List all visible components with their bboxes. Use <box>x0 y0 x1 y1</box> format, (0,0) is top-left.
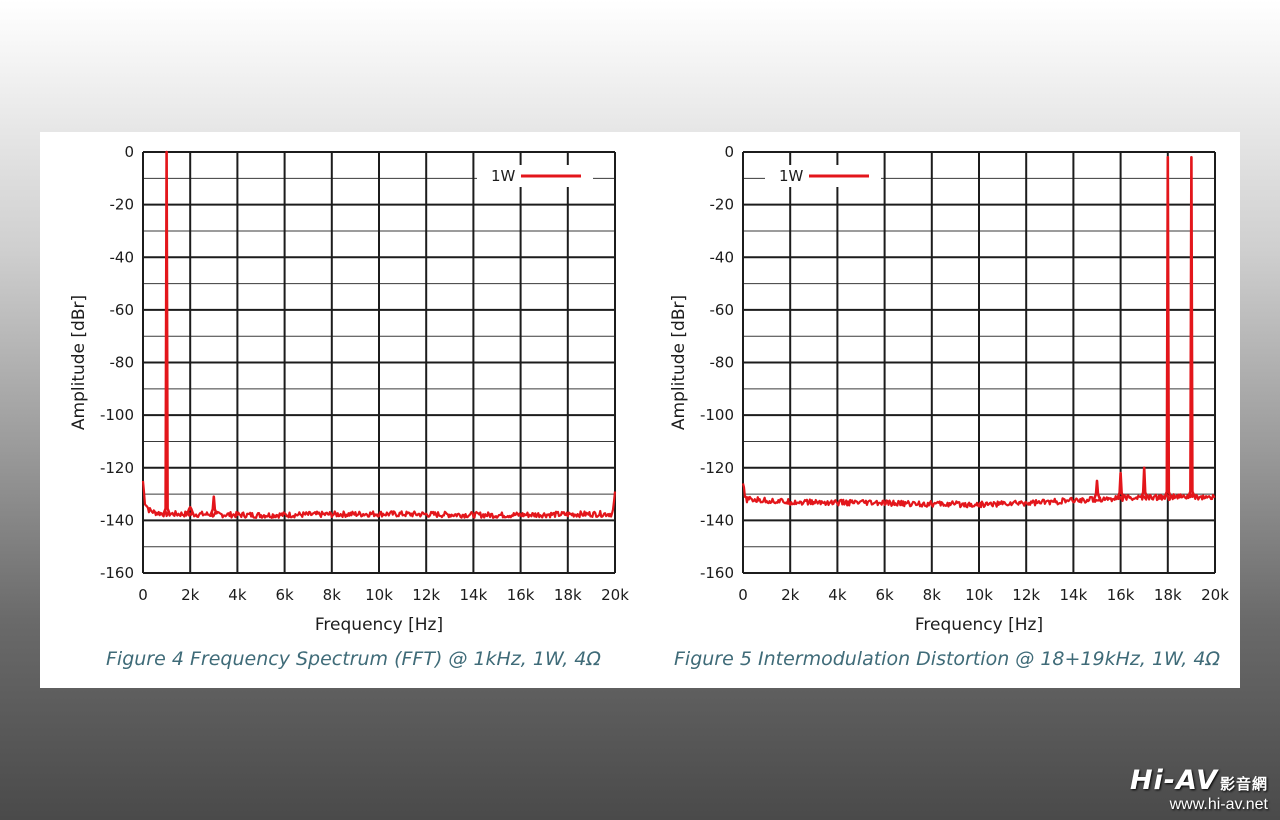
x-tick-label: 4k <box>228 586 247 604</box>
x-tick-label: 14k <box>460 586 488 604</box>
spectral-peak <box>1187 155 1196 498</box>
x-tick-label: 2k <box>181 586 200 604</box>
y-tick-label: 0 <box>724 143 734 161</box>
x-tick-label: 20k <box>1201 586 1229 604</box>
x-tick-label: 6k <box>875 586 894 604</box>
spectral-peak <box>1116 471 1125 499</box>
y-tick-label: -60 <box>110 301 135 319</box>
y-tick-label: -160 <box>700 564 734 582</box>
x-tick-label: 12k <box>1012 586 1040 604</box>
watermark-chinese-text: 影音網 <box>1219 775 1268 793</box>
spectral-peak <box>1163 155 1173 498</box>
y-tick-label: 0 <box>124 143 134 161</box>
x-tick-label: 0 <box>738 586 748 604</box>
y-tick-label: -100 <box>700 406 734 424</box>
spectral-peak <box>162 150 171 515</box>
y-tick-label: -40 <box>110 248 135 266</box>
y-tick-label: -140 <box>100 511 134 529</box>
x-tick-label: 6k <box>275 586 294 604</box>
x-tick-label: 20k <box>601 586 629 604</box>
x-tick-label: 16k <box>507 586 535 604</box>
y-tick-label: -80 <box>110 354 135 372</box>
x-axis-label: Frequency [Hz] <box>915 615 1043 635</box>
y-tick-label: -20 <box>110 196 135 214</box>
legend-label: 1W <box>491 167 516 185</box>
y-tick-label: -120 <box>700 459 734 477</box>
x-tick-label: 10k <box>965 586 993 604</box>
spectral-peak <box>1092 479 1102 500</box>
y-tick-label: -40 <box>710 248 735 266</box>
y-axis-label: Amplitude [dBr] <box>69 295 89 430</box>
y-tick-label: -140 <box>700 511 734 529</box>
figure-4-caption: Figure 4 Frequency Spectrum (FFT) @ 1kHz… <box>106 648 601 670</box>
noise-floor-line <box>141 480 617 519</box>
y-tick-label: -20 <box>710 196 735 214</box>
x-tick-label: 0 <box>138 586 148 604</box>
x-tick-label: 8k <box>923 586 942 604</box>
x-tick-label: 2k <box>781 586 800 604</box>
x-axis-label: Frequency [Hz] <box>315 615 443 635</box>
y-tick-label: -80 <box>710 354 735 372</box>
x-tick-label: 4k <box>828 586 847 604</box>
watermark-url: www.hi-av.net <box>1169 796 1268 813</box>
x-tick-label: 16k <box>1107 586 1135 604</box>
y-tick-label: -160 <box>100 564 134 582</box>
noise-floor-line <box>741 483 1216 509</box>
figure-5-caption: Figure 5 Intermodulation Distortion @ 18… <box>674 648 1220 670</box>
watermark-logo: Hi-AV 影音網 <box>1130 765 1268 796</box>
x-tick-label: 14k <box>1060 586 1088 604</box>
watermark-logo-text: Hi-AV <box>1129 765 1218 796</box>
spectral-peak <box>185 505 195 515</box>
watermark: Hi-AV 影音網 www.hi-av.net <box>1130 765 1268 814</box>
figure-panel: 0 -20 -40 -60 -80 -100 -120 -140 -160 0 2k 4k 6k 8k 10… <box>40 132 1240 688</box>
x-tick-label: 10k <box>365 586 393 604</box>
spectral-peak <box>1139 466 1149 499</box>
legend-label: 1W <box>779 167 804 185</box>
y-tick-label: -60 <box>710 301 735 319</box>
x-tick-label: 18k <box>1154 586 1182 604</box>
x-tick-label: 12k <box>412 586 440 604</box>
spectral-peak <box>209 495 219 515</box>
x-tick-label: 8k <box>323 586 342 604</box>
y-axis-label: Amplitude [dBr] <box>669 295 689 430</box>
x-tick-label: 18k <box>554 586 582 604</box>
y-tick-label: -120 <box>100 459 134 477</box>
y-tick-label: -100 <box>100 406 134 424</box>
